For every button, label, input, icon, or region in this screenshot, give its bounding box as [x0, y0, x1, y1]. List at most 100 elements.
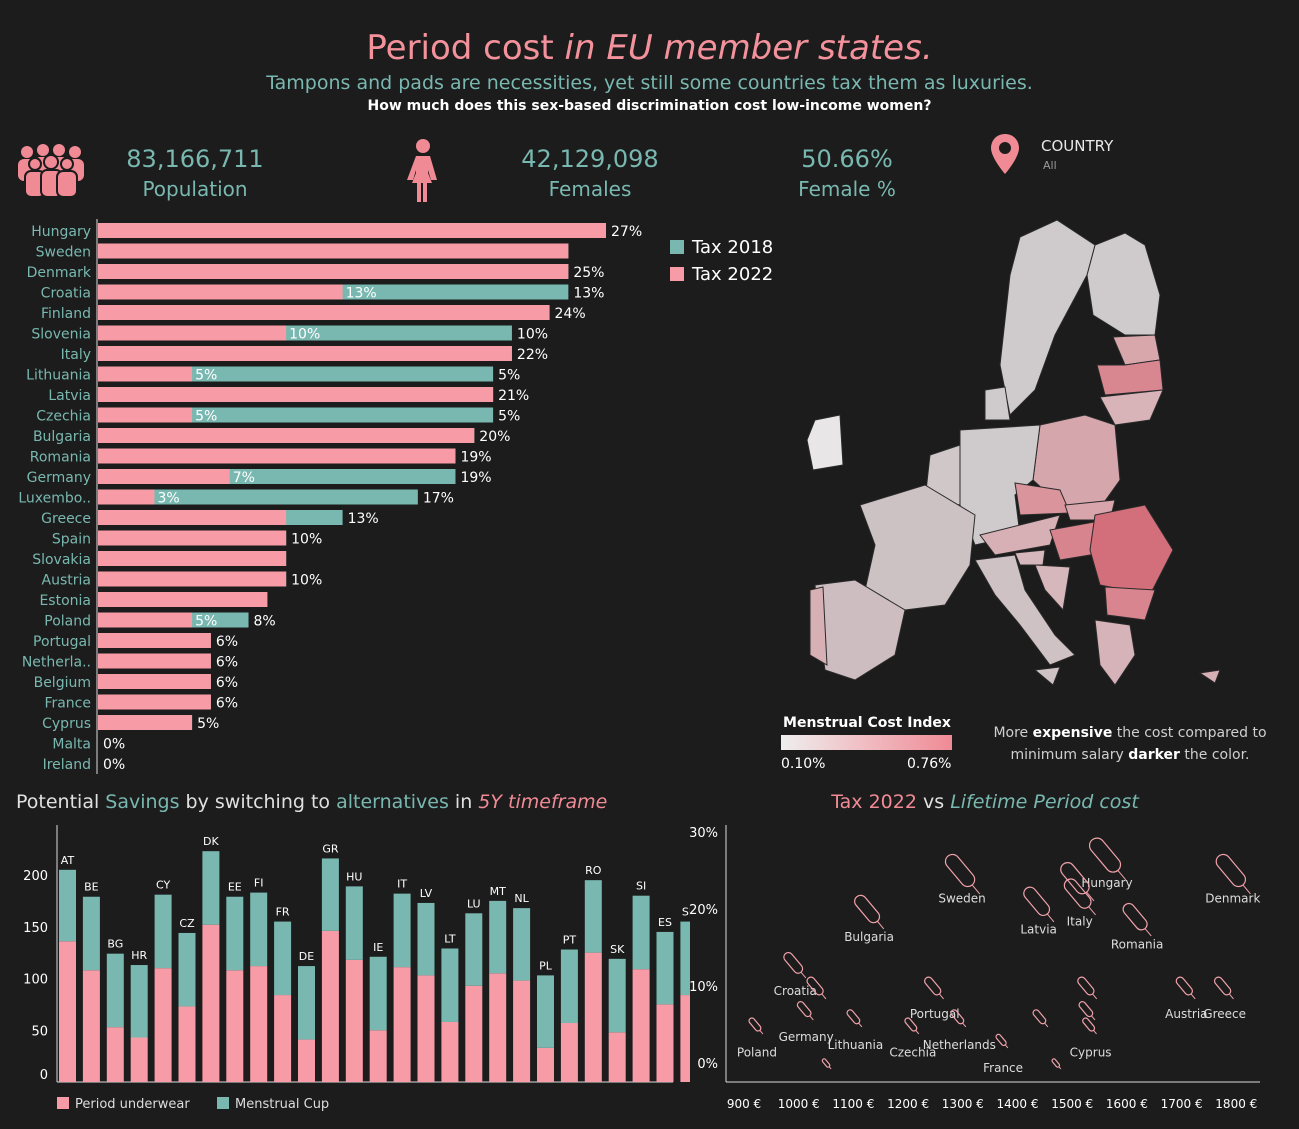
bar-value-label: 10%: [517, 327, 548, 343]
tampon-string: [821, 993, 827, 1000]
bar-value-label: 27%: [611, 224, 642, 240]
tax-category-label: Slovenia: [31, 327, 91, 343]
bar-value-label: 25%: [573, 265, 604, 281]
savings-category-label: SI: [636, 880, 646, 893]
scatter-point-tampon: [806, 976, 827, 1000]
tampon-string: [876, 920, 885, 930]
tax-category-label: Estonia: [39, 593, 91, 609]
bar-menstrual-cup: [441, 948, 459, 1022]
tampon-string: [915, 1030, 920, 1035]
tampon-string: [1228, 993, 1234, 1000]
group-people-icon: [18, 144, 84, 198]
bar-period-underwear: [154, 968, 172, 1082]
tampon-body: [846, 1009, 861, 1025]
bar-inner-label: 5%: [195, 614, 217, 630]
bar-menstrual-cup: [154, 894, 172, 969]
legend-swatch: [670, 267, 684, 281]
bar-inner-label: 7%: [233, 470, 255, 486]
scatter-point-label: Portugal: [910, 1007, 960, 1021]
tampon-body: [806, 976, 824, 996]
bar-value-label: 6%: [216, 675, 238, 691]
scatter-point-label: Lithuania: [828, 1038, 884, 1052]
bar-menstrual-cup: [82, 896, 100, 971]
scatter-point-tampon: [1175, 976, 1196, 1000]
tampon-body: [1088, 837, 1122, 873]
tax-category-label: Sweden: [36, 245, 91, 261]
tampon-string: [1242, 884, 1251, 895]
bar-inner-label: 5%: [195, 409, 217, 425]
bar-tax2022: [98, 325, 287, 341]
legend-label: Menstrual Cup: [235, 1097, 329, 1112]
savings-category-label: MT: [490, 885, 506, 898]
scatter-point-tampon: [796, 1001, 814, 1021]
tampon-string: [1088, 906, 1096, 916]
bar-menstrual-cup: [59, 869, 76, 942]
tampon-string: [1117, 870, 1127, 881]
bar-menstrual-cup: [106, 953, 124, 1028]
bar-period-underwear: [417, 975, 435, 1082]
page-title: Period cost in EU member states.: [0, 28, 1299, 68]
scatter-point-label: Germany: [779, 1030, 834, 1044]
bar-tax2022: [98, 387, 494, 402]
tampon-body: [904, 1017, 918, 1032]
bar-menstrual-cup: [130, 965, 148, 1038]
scatter-point-tampon: [1122, 902, 1152, 937]
tampon-string: [1144, 928, 1152, 937]
scatter-point-tampon: [821, 1058, 832, 1070]
bar-period-underwear: [441, 1021, 459, 1082]
scatter-y-tick: 0%: [697, 1057, 718, 1072]
tampon-body: [821, 1058, 831, 1068]
bar-period-underwear: [106, 1027, 124, 1082]
bar-period-underwear: [513, 980, 531, 1082]
tampon-body: [924, 976, 942, 996]
map-pin-icon[interactable]: [988, 132, 1022, 176]
scatter-x-tick: 900 €: [727, 1097, 761, 1111]
bar-tax2022: [98, 366, 193, 382]
scatter-point-tampon: [950, 1009, 967, 1028]
bar-menstrual-cup: [489, 900, 507, 974]
scatter-point-label: Czechia: [889, 1046, 936, 1060]
bar-period-underwear: [584, 952, 602, 1082]
scatter-point-label: Cyprus: [1070, 1046, 1112, 1060]
scatter-point-label: Sweden: [938, 892, 985, 906]
scatter-point-label: Hungary: [1081, 876, 1132, 890]
scatter-chart-title: Tax 2022 vs Lifetime Period cost: [831, 791, 1139, 813]
bar-menstrual-cup: [656, 931, 674, 1005]
tax-category-label: Latvia: [48, 388, 91, 404]
scatter-x-tick: 1200 €: [887, 1097, 929, 1111]
savings-category-label: FR: [276, 906, 290, 919]
tampon-string: [1091, 1015, 1096, 1021]
bar-value-label: 22%: [517, 347, 548, 363]
tax-category-label: Greece: [41, 511, 91, 527]
bar-tax2022: [98, 448, 456, 464]
tampon-body: [1023, 886, 1051, 917]
tax-category-label: Poland: [44, 614, 91, 630]
country-filter-value[interactable]: All: [1043, 159, 1057, 172]
tax-category-label: Romania: [30, 450, 91, 466]
tampon-string: [939, 993, 944, 1000]
bar-period-underwear: [178, 1006, 196, 1082]
scatter-point-label: Romania: [1111, 938, 1163, 952]
scatter-point-tampon: [1051, 1058, 1062, 1070]
scatter-point-tampon: [924, 976, 944, 1000]
eu-cost-index-map[interactable]: [795, 215, 1235, 690]
map-finland: [1086, 232, 1161, 336]
bar-value-label: 10%: [291, 573, 322, 589]
bar-menstrual-cup: [178, 932, 196, 1007]
tampon-string: [800, 971, 807, 979]
savings-y-tick: 0: [40, 1068, 48, 1083]
bar-inner-label: 13%: [346, 286, 377, 302]
title-main: Period cost: [366, 28, 554, 68]
savings-category-label: ES: [658, 916, 672, 929]
map-note: More expensive the cost compared to minim…: [993, 725, 1267, 763]
bar-value-label: 0%: [103, 757, 125, 773]
tax-category-label: Ireland: [43, 757, 91, 773]
map-greece: [1094, 619, 1136, 686]
tampon-string: [809, 1015, 814, 1021]
bar-period-underwear: [226, 970, 244, 1082]
tampon-string: [962, 1022, 967, 1028]
bar-value-label: 5%: [197, 716, 219, 732]
bar-menstrual-cup: [250, 892, 268, 967]
tampon-string: [759, 1030, 764, 1035]
tampon-string: [1004, 1044, 1009, 1049]
